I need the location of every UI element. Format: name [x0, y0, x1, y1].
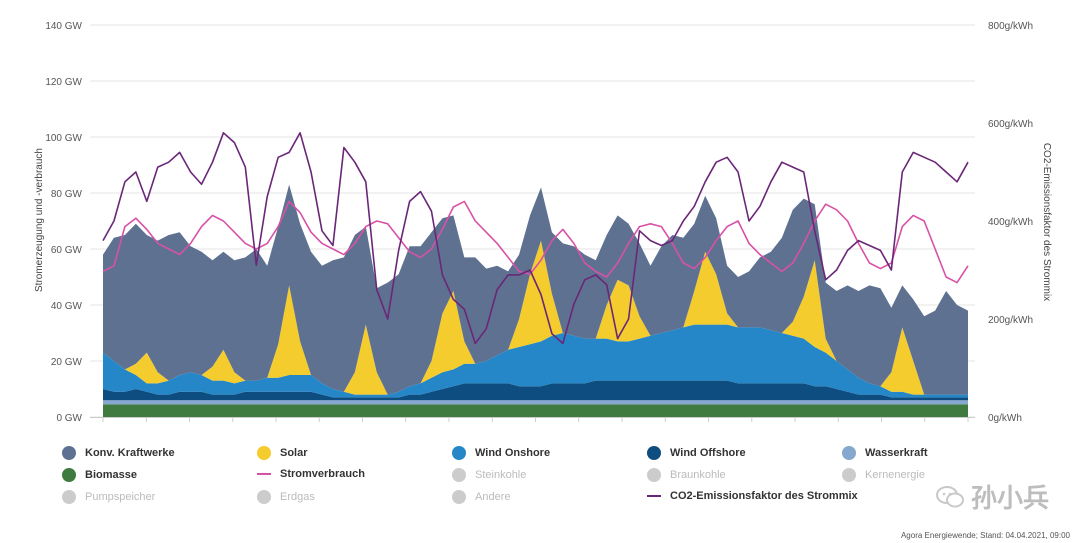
legend-label: Konv. Kraftwerke	[85, 447, 175, 459]
legend-dot-swatch	[257, 490, 271, 504]
legend-dot-swatch	[62, 468, 76, 482]
y2-axis-tick-labels: 0g/kWh 200g/kWh 400g/kWh 600g/kWh 800g/kWh	[988, 21, 1033, 424]
legend-dot-swatch	[452, 468, 466, 482]
legend-item[interactable]: Erdgas	[257, 490, 315, 504]
legend-item[interactable]: Konv. Kraftwerke	[62, 446, 175, 460]
y-tick-label: 20 GW	[51, 357, 83, 368]
legend-label: Steinkohle	[475, 469, 527, 481]
legend-item[interactable]: Stromverbrauch	[257, 468, 365, 480]
y-tick-label: 40 GW	[51, 301, 83, 312]
legend-item[interactable]: Pumpspeicher	[62, 490, 155, 504]
y-tick-label: 80 GW	[51, 189, 83, 200]
legend-label: Solar	[280, 447, 308, 459]
legend-label: Wind Onshore	[475, 447, 551, 459]
legend-label: CO2-Emissionsfaktor des Strommix	[670, 490, 858, 502]
legend-label: Erdgas	[280, 491, 315, 503]
y2-axis-label: CO2-Emissionsfaktor des Strommix	[1041, 143, 1052, 301]
legend-dot-swatch	[842, 468, 856, 482]
legend-label: Wind Offshore	[670, 447, 746, 459]
legend-dot-swatch	[647, 446, 661, 460]
series-lines	[102, 132, 969, 345]
y-tick-label: 60 GW	[51, 245, 83, 256]
area-konv-kraftwerke	[103, 184, 968, 395]
legend-line-swatch	[257, 473, 271, 475]
y-tick-label: 100 GW	[45, 133, 82, 144]
y-axis-label: Stromerzeugung und -verbrauch	[34, 148, 45, 292]
legend-item[interactable]: Wind Offshore	[647, 446, 746, 460]
legend-label: Braunkohle	[670, 469, 726, 481]
legend-item[interactable]: Wind Onshore	[452, 446, 550, 460]
legend-item[interactable]: Braunkohle	[647, 468, 726, 482]
legend-label: Kernenergie	[865, 469, 925, 481]
legend-dot-swatch	[452, 446, 466, 460]
y2-tick-label: 600g/kWh	[988, 119, 1033, 130]
legend-label: Biomasse	[85, 469, 137, 481]
y2-tick-label: 200g/kWh	[988, 315, 1033, 326]
watermark-text: 孙小兵	[971, 484, 1050, 514]
legend-dot-swatch	[842, 446, 856, 460]
wechat-icon	[936, 485, 964, 507]
area-wasserkraft	[103, 400, 968, 405]
legend-dot-swatch	[647, 468, 661, 482]
y-tick-label: 0 GW	[56, 413, 82, 424]
legend-dot-swatch	[62, 490, 76, 504]
legend-label: Andere	[475, 491, 511, 503]
legend-item[interactable]: Steinkohle	[452, 468, 526, 482]
legend-item[interactable]: Kernenergie	[842, 468, 925, 482]
legend-item[interactable]: Andere	[452, 490, 510, 504]
line-co2-emissionsfaktor-des-strommix	[102, 132, 969, 345]
legend-dot-swatch	[257, 446, 271, 460]
legend-label: Wasserkraft	[865, 447, 928, 459]
area-wind-offshore	[103, 380, 968, 401]
legend-item[interactable]: Wasserkraft	[842, 446, 928, 460]
legend-line-swatch	[647, 495, 661, 497]
legend-item[interactable]: Solar	[257, 446, 308, 460]
legend-dot-swatch	[62, 446, 76, 460]
legend-item[interactable]: CO2-Emissionsfaktor des Strommix	[647, 490, 858, 502]
y-tick-label: 140 GW	[45, 21, 82, 32]
y-axis-tick-labels: 0 GW 20 GW 40 GW 60 GW 80 GW 100 GW 120 GW 140 …	[45, 21, 82, 424]
x-axis-ticks	[90, 417, 975, 422]
legend-label: Stromverbrauch	[280, 468, 365, 480]
area-biomasse	[103, 404, 968, 417]
legend-label: Pumpspeicher	[85, 491, 156, 503]
y-tick-label: 120 GW	[45, 77, 82, 88]
source-note: Agora Energiewende; Stand: 04.04.2021, 0…	[900, 531, 1070, 540]
line-stromverbrauch	[102, 200, 969, 284]
area-solar	[103, 240, 968, 395]
area-wind-onshore	[103, 324, 968, 398]
watermark: 孙小兵	[935, 478, 1049, 515]
y2-tick-label: 400g/kWh	[988, 217, 1033, 228]
legend-dot-swatch	[452, 490, 466, 504]
legend-item[interactable]: Biomasse	[62, 468, 137, 482]
y2-tick-label: 0g/kWh	[988, 413, 1022, 424]
stacked-areas	[103, 184, 968, 417]
y2-tick-label: 800g/kWh	[988, 21, 1033, 32]
